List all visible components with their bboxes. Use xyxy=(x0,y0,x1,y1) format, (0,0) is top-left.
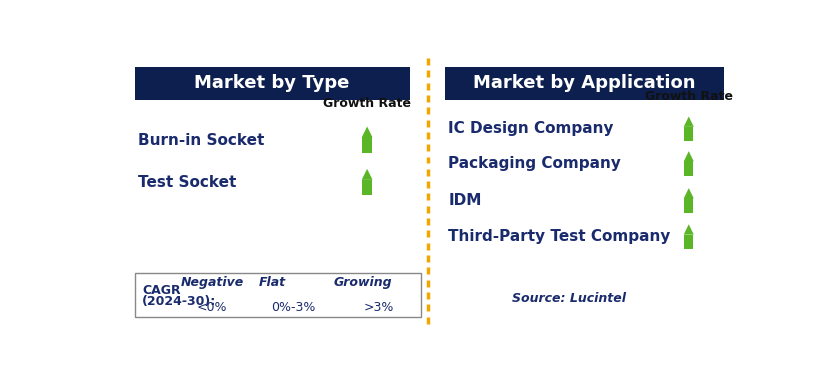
Text: Market by Application: Market by Application xyxy=(472,74,695,92)
Polygon shape xyxy=(282,292,301,299)
Text: Market by Type: Market by Type xyxy=(195,74,349,92)
Text: Burn-in Socket: Burn-in Socket xyxy=(138,133,265,148)
Polygon shape xyxy=(361,169,372,180)
Polygon shape xyxy=(388,288,397,298)
Polygon shape xyxy=(361,126,372,138)
Polygon shape xyxy=(683,116,693,127)
Text: (2024-30):: (2024-30): xyxy=(142,295,216,308)
Polygon shape xyxy=(301,286,312,304)
Text: CAGR: CAGR xyxy=(142,284,181,297)
Text: IC Design Company: IC Design Company xyxy=(448,121,614,136)
Text: Packaging Company: Packaging Company xyxy=(448,156,621,171)
Polygon shape xyxy=(683,188,693,199)
Text: <0%: <0% xyxy=(196,301,227,314)
Text: Source: Lucintel: Source: Lucintel xyxy=(511,292,625,305)
FancyBboxPatch shape xyxy=(134,67,409,99)
Text: 0%-3%: 0%-3% xyxy=(271,301,315,314)
Polygon shape xyxy=(224,301,234,310)
Polygon shape xyxy=(388,298,397,311)
Polygon shape xyxy=(224,288,233,301)
Polygon shape xyxy=(683,199,692,213)
Text: >3%: >3% xyxy=(363,301,393,314)
Text: Negative: Negative xyxy=(181,276,243,289)
Text: Growth Rate: Growth Rate xyxy=(644,91,732,103)
Polygon shape xyxy=(683,151,693,162)
Polygon shape xyxy=(362,138,372,153)
Text: Flat: Flat xyxy=(258,276,285,289)
FancyBboxPatch shape xyxy=(134,273,421,318)
FancyBboxPatch shape xyxy=(444,67,723,99)
Polygon shape xyxy=(362,180,372,195)
Text: IDM: IDM xyxy=(448,193,481,208)
Polygon shape xyxy=(683,162,692,176)
Polygon shape xyxy=(683,224,693,234)
Text: Growth Rate: Growth Rate xyxy=(323,96,411,110)
Polygon shape xyxy=(683,127,692,141)
Text: Test Socket: Test Socket xyxy=(138,175,237,190)
Polygon shape xyxy=(683,234,692,249)
Text: Third-Party Test Company: Third-Party Test Company xyxy=(448,229,670,244)
Text: Growing: Growing xyxy=(334,276,392,289)
